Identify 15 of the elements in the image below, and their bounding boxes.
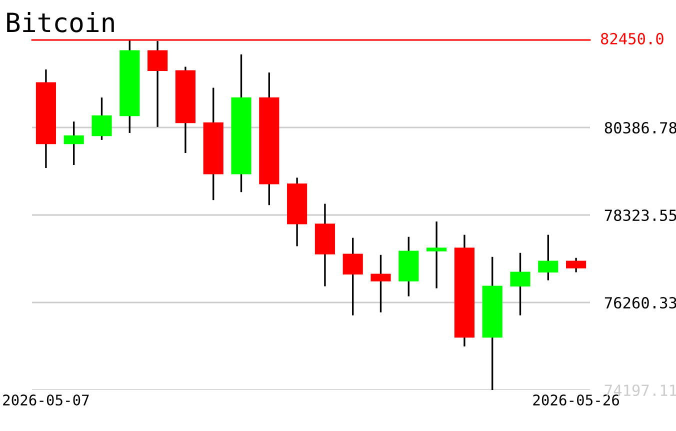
candlestick [64, 122, 84, 166]
x-tick-label: 2026-05-07 [3, 394, 89, 406]
y-tick-label: 80386.78 [604, 122, 676, 134]
candlestick [510, 252, 530, 316]
y-tick-label: 76260.33 [604, 297, 676, 309]
candlestick [538, 234, 558, 280]
candlestick [566, 258, 586, 272]
candlestick [92, 98, 112, 140]
y-tick-label: 78323.55 [604, 210, 676, 222]
candlestick [342, 238, 363, 316]
chart-title: Bitcoin [7, 12, 114, 32]
candlestick [370, 254, 391, 312]
x-tick-label: 2026-05-26 [533, 394, 620, 406]
ref-line-label: 82450.0 [600, 32, 664, 44]
candlestick [426, 221, 447, 288]
